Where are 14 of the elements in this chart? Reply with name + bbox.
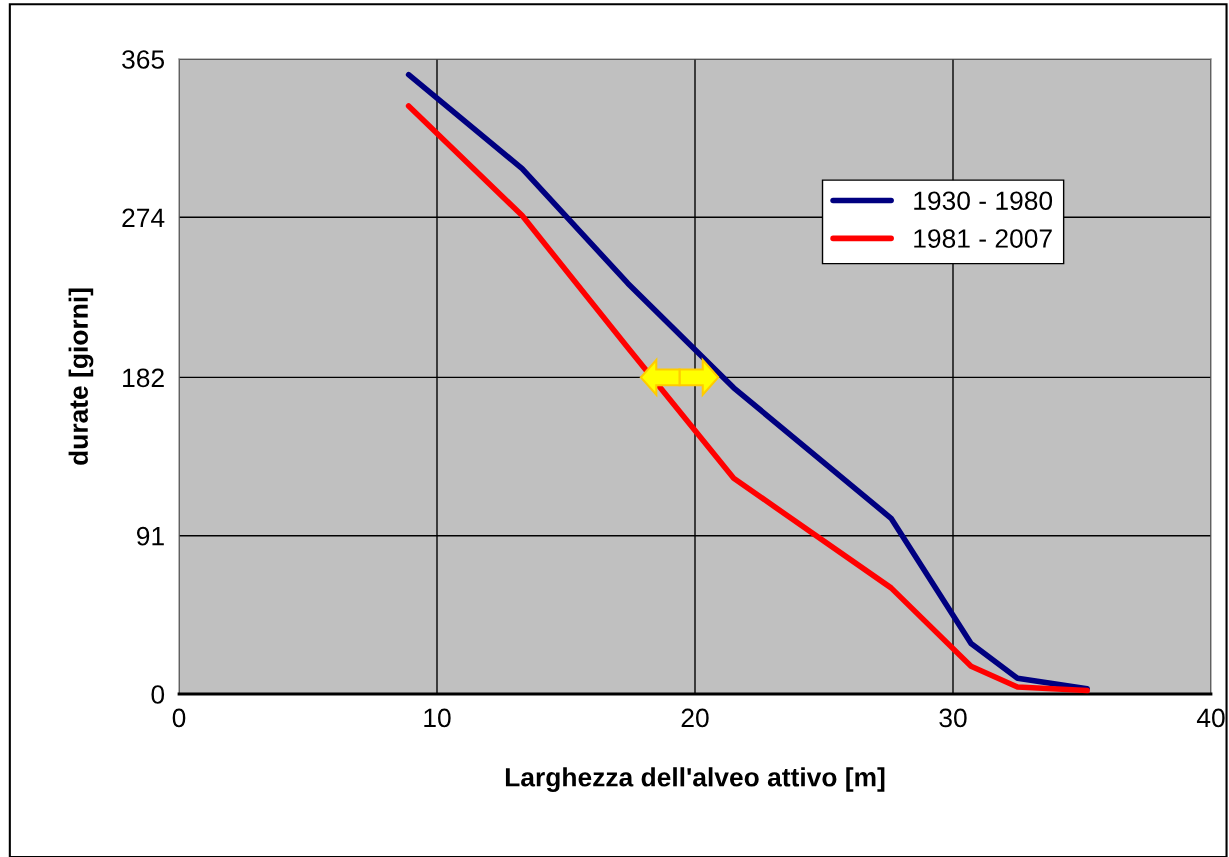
- y-axis-title: durate [giorni]: [68, 288, 94, 465]
- x-tick-label: 40: [1196, 708, 1225, 728]
- y-tick-label: 0: [151, 685, 165, 704]
- legend-label: 1930 - 1980: [914, 191, 1053, 211]
- x-tick-label: 10: [424, 708, 451, 728]
- y-tick-label: 274: [122, 208, 165, 227]
- x-axis-title: Larghezza dell'alveo attivo [m]: [505, 767, 885, 792]
- x-tick-label: 30: [939, 708, 967, 728]
- y-tick-label: 182: [123, 368, 164, 388]
- y-tick-label: 91: [137, 526, 164, 546]
- x-tick-label: 0: [172, 708, 186, 728]
- legend-label: 1981 - 2007: [914, 229, 1052, 248]
- y-tick-label: 365: [122, 50, 165, 69]
- x-tick-label: 20: [681, 708, 709, 728]
